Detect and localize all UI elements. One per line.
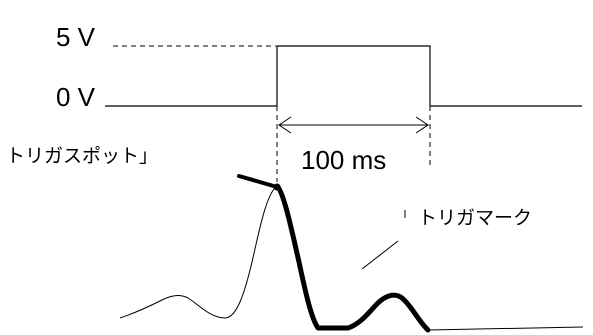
trigger-mark-leader	[361, 240, 399, 270]
label-trigger-mark: トリガマーク	[418, 207, 532, 229]
label-5v: 5 V	[56, 22, 96, 52]
ecg-trigger-highlight	[274, 183, 431, 333]
label-trigger-spot: トリガスポット」	[6, 145, 158, 167]
trigger-spot-dot	[273, 183, 281, 191]
trigger-spot-leader	[237, 174, 279, 189]
pulse-waveform	[105, 45, 582, 107]
ecg-baseline	[427, 326, 584, 331]
label-duration: 100 ms	[301, 145, 386, 175]
duration-arrow	[278, 116, 429, 134]
label-0v: 0 V	[56, 82, 96, 112]
